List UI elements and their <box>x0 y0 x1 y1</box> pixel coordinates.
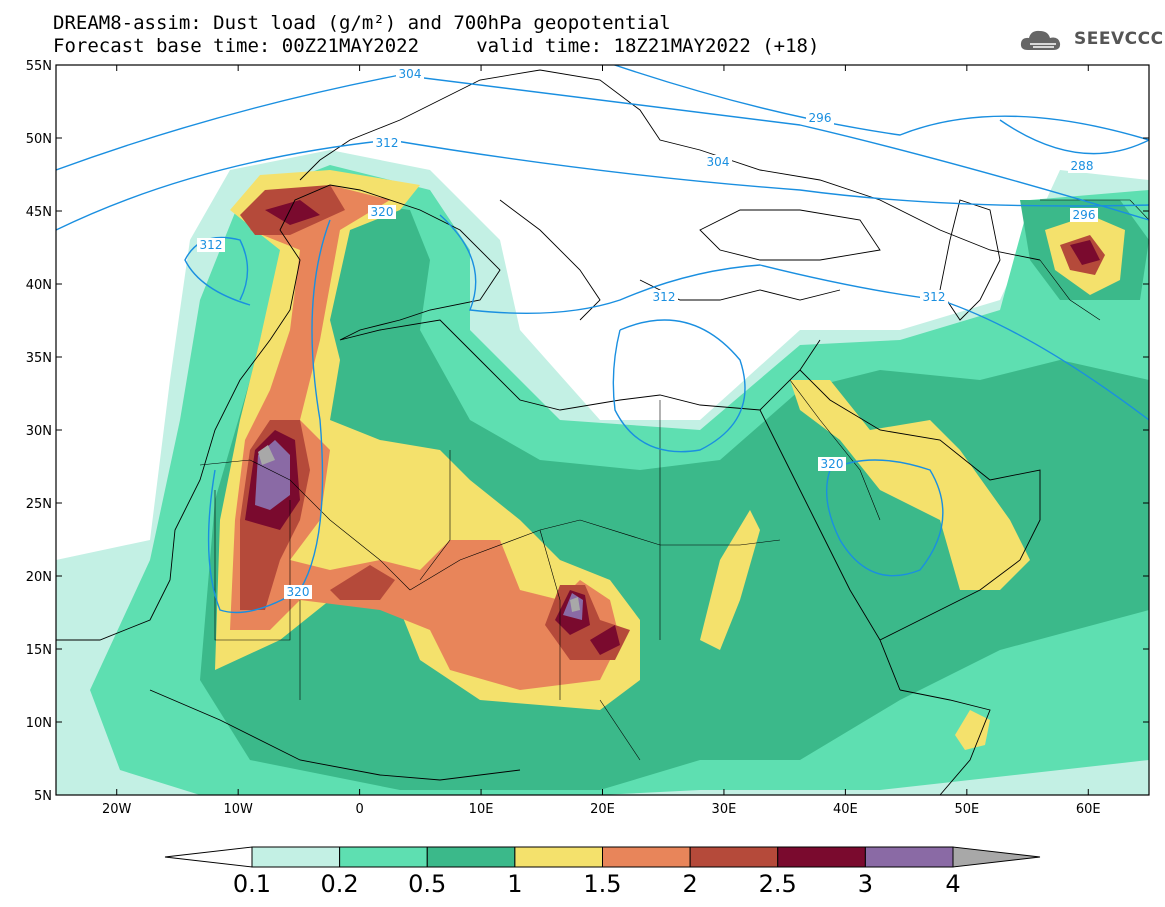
dust-level-2.5-north <box>265 200 320 225</box>
isohypse-label: 312 <box>376 136 399 150</box>
isohypse-label: 320 <box>371 205 394 219</box>
isohypse-312 <box>56 139 1149 231</box>
isohypse-label: 288 <box>1071 159 1094 173</box>
coastline-europe <box>299 69 1041 261</box>
coastline-horn <box>899 689 991 795</box>
lat-label: 35N <box>26 351 52 366</box>
colorbar-label: 2.5 <box>759 870 797 898</box>
colorbar-segment <box>777 846 866 868</box>
lat-label: 50N <box>26 132 52 147</box>
colorbar-segment <box>426 846 516 868</box>
lon-label: 20W <box>102 802 132 817</box>
colorbar-label: 1.5 <box>583 870 621 898</box>
logo-text: SEEVCCC <box>1074 29 1164 49</box>
dust-field <box>56 65 1149 795</box>
isohypse-296 <box>612 65 1149 141</box>
dust-level-2-mali <box>330 565 395 600</box>
colorbar-label: 1 <box>507 870 522 898</box>
lon-label: 10W <box>223 802 253 817</box>
colorbar-label: 0.5 <box>408 870 446 898</box>
map-axes: 55N 50N 45N 40N 35N 30N 25N 20N 15N 10N 5N 20W 10W 0 1… <box>26 59 1149 817</box>
isohypse-label: 304 <box>707 155 730 169</box>
isohypse-label: 320 <box>287 585 310 599</box>
country-borders <box>199 199 1149 761</box>
lon-label: 50E <box>954 802 979 817</box>
isohypse-288 <box>999 119 1149 155</box>
coastline-red-sea <box>759 409 901 691</box>
isohypse-label: 304 <box>399 67 422 81</box>
isohypse-320 <box>207 219 331 614</box>
colorbar-label: 0.1 <box>233 870 271 898</box>
isohypse-320-east <box>439 214 1149 421</box>
lon-label: 20E <box>590 802 615 817</box>
dust-level-2.5-caspian <box>1070 240 1100 265</box>
colorbar-segment <box>864 846 954 868</box>
coastline-arabia <box>799 369 1041 641</box>
coastline-gulf-guinea <box>149 689 521 781</box>
lon-label: 0 <box>355 802 363 817</box>
isohypse-label: 312 <box>923 290 946 304</box>
isohypses <box>56 65 1149 614</box>
isohypse-arabia <box>825 459 944 577</box>
dust-level-1-sudan <box>700 510 760 650</box>
lon-label: 30E <box>712 802 737 817</box>
lat-label: 20N <box>26 570 52 585</box>
lat-label: 25N <box>26 497 52 512</box>
isohypse-label: 296 <box>1073 208 1096 222</box>
colorbar-label: 2 <box>682 870 697 898</box>
isohypse-label: 320 <box>821 457 844 471</box>
seevccc-logo: SEEVCCC <box>1018 26 1163 56</box>
lat-label: 40N <box>26 278 52 293</box>
dust-level-4 <box>258 445 275 465</box>
lat-label: 15N <box>26 643 52 658</box>
forecast-time-subtitle: Forecast base time: 00Z21MAY2022 valid t… <box>53 35 820 57</box>
coastline-black-sea <box>699 209 881 261</box>
coastline-west-africa <box>56 184 821 641</box>
colorbar-segment <box>514 846 603 868</box>
lon-label: 10E <box>469 802 494 817</box>
lat-label: 10N <box>26 716 52 731</box>
colorbar-segment <box>251 846 341 868</box>
lat-label: 45N <box>26 205 52 220</box>
isohypse-labels: 304 296 288 312 304 320 312 312 296 320 … <box>197 67 1098 599</box>
isohypse-label: 296 <box>809 111 832 125</box>
cloud-icon <box>1020 30 1061 50</box>
colorbar-label: 0.2 <box>321 870 359 898</box>
dust-level-1-arabia <box>790 380 1030 590</box>
colorbar-upper-arrow <box>952 846 1041 868</box>
isohypse-304 <box>56 74 1149 221</box>
isohypse-med-loop <box>612 319 746 453</box>
lat-label: 55N <box>26 59 52 74</box>
colorbar: 0.1 0.2 0.5 1 1.5 2 2.5 3 4 <box>164 846 1041 898</box>
lat-label: 30N <box>26 424 52 439</box>
dust-level-4-chad <box>570 597 580 612</box>
lon-label: 60E <box>1076 802 1101 817</box>
isohypse-label: 312 <box>200 238 223 252</box>
coastline-caspian <box>939 199 1001 321</box>
colorbar-lower-arrow <box>164 846 253 868</box>
colorbar-segment <box>339 846 428 868</box>
dust-level-1-somalia <box>955 710 990 750</box>
colorbar-segment <box>602 846 691 868</box>
isohypse-label: 312 <box>653 290 676 304</box>
colorbar-label: 4 <box>945 870 960 898</box>
colorbar-segment <box>689 846 779 868</box>
colorbar-label: 3 <box>858 870 873 898</box>
dust-level-2.5-east <box>590 625 620 655</box>
lon-label: 40E <box>833 802 858 817</box>
map-title: DREAM8-assim: Dust load (g/m²) and 700hP… <box>53 12 671 34</box>
lat-label: 5N <box>34 789 52 804</box>
